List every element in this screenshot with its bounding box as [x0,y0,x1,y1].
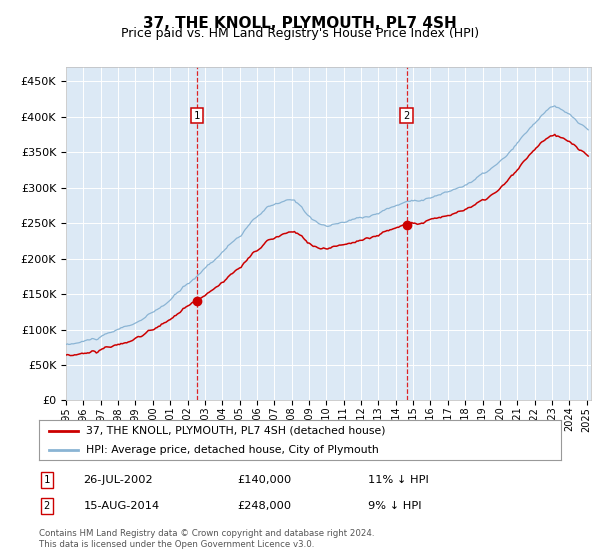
Text: Price paid vs. HM Land Registry's House Price Index (HPI): Price paid vs. HM Land Registry's House … [121,27,479,40]
Text: Contains HM Land Registry data © Crown copyright and database right 2024.
This d: Contains HM Land Registry data © Crown c… [39,529,374,549]
Text: 1: 1 [194,110,200,120]
Text: 9% ↓ HPI: 9% ↓ HPI [368,501,421,511]
Text: 1: 1 [44,475,50,485]
Text: 37, THE KNOLL, PLYMOUTH, PL7 4SH: 37, THE KNOLL, PLYMOUTH, PL7 4SH [143,16,457,31]
Text: 37, THE KNOLL, PLYMOUTH, PL7 4SH (detached house): 37, THE KNOLL, PLYMOUTH, PL7 4SH (detach… [86,426,385,436]
Text: 26-JUL-2002: 26-JUL-2002 [83,475,153,485]
Text: 15-AUG-2014: 15-AUG-2014 [83,501,160,511]
Text: £140,000: £140,000 [238,475,292,485]
Text: 11% ↓ HPI: 11% ↓ HPI [368,475,429,485]
Text: 2: 2 [403,110,410,120]
Text: HPI: Average price, detached house, City of Plymouth: HPI: Average price, detached house, City… [86,445,379,455]
Text: 2: 2 [44,501,50,511]
Text: £248,000: £248,000 [238,501,292,511]
